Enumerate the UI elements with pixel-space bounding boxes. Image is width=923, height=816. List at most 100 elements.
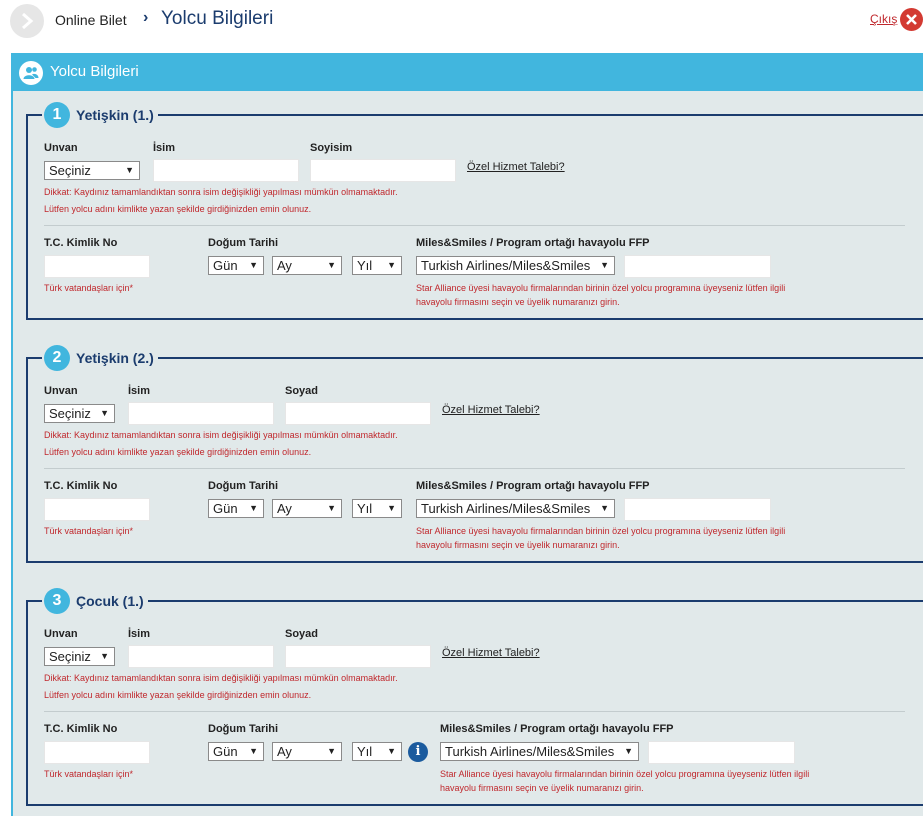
chevron-down-icon: ▼ <box>387 503 396 513</box>
dob-label: Doğum Tarihi <box>208 480 279 492</box>
title-select[interactable]: Seçiniz ▼ <box>44 161 140 180</box>
chevron-right-icon <box>22 12 34 30</box>
chevron-down-icon: ▼ <box>249 503 258 513</box>
chevron-down-icon: ▼ <box>249 746 258 756</box>
tc-input[interactable] <box>44 255 150 278</box>
first-name-input[interactable] <box>153 159 299 182</box>
month-select[interactable]: Ay ▼ <box>272 742 342 761</box>
name-warning-1: Dikkat: Kaydınız tamamlandıktan sonra is… <box>44 187 398 197</box>
title-label: Unvan <box>44 628 78 640</box>
breadcrumb-root[interactable]: Online Bilet <box>55 12 127 28</box>
name-warning-2: Lütfen yolcu adını kimlikte yazan şekild… <box>44 447 312 457</box>
day-select[interactable]: Gün ▼ <box>208 256 264 275</box>
ffp-note-2: havayolu firmasını seçin ve üyelik numar… <box>416 297 620 307</box>
tc-input[interactable] <box>44 498 150 521</box>
last-name-input[interactable] <box>285 645 431 668</box>
tc-note: Türk vatandaşları için* <box>44 769 134 779</box>
title-label: Unvan <box>44 142 78 154</box>
ffp-select[interactable]: Turkish Airlines/Miles&Smiles ▼ <box>440 742 639 761</box>
ffp-label: Miles&Smiles / Program ortağı havayolu F… <box>416 480 650 492</box>
chevron-down-icon: ▼ <box>100 651 109 661</box>
day-select[interactable]: Gün ▼ <box>208 499 264 518</box>
ffp-select-value: Turkish Airlines/Miles&Smiles <box>421 258 591 273</box>
name-warning-1: Dikkat: Kaydınız tamamlandıktan sonra is… <box>44 673 398 683</box>
ffp-note-1: Star Alliance üyesi havayolu firmalarınd… <box>416 526 786 536</box>
page-title: Yolcu Bilgileri <box>161 8 274 29</box>
passenger-section-1: 1 Yetişkin (1.) Unvan İsim Soyisim Seçin… <box>26 102 923 320</box>
chevron-down-icon: ▼ <box>327 503 336 513</box>
day-select-value: Gün <box>213 501 238 516</box>
ffp-number-input[interactable] <box>624 255 771 278</box>
ffp-note-1: Star Alliance üyesi havayolu firmalarınd… <box>440 769 810 779</box>
chevron-down-icon: ▼ <box>100 408 109 418</box>
special-service-link[interactable]: Özel Hizmet Talebi? <box>467 161 565 173</box>
users-icon <box>19 61 43 85</box>
chevron-down-icon: ▼ <box>600 503 609 513</box>
back-button[interactable] <box>10 4 44 38</box>
ffp-select[interactable]: Turkish Airlines/Miles&Smiles ▼ <box>416 499 615 518</box>
title-select-value: Seçiniz <box>49 163 91 178</box>
last-name-label: Soyad <box>285 628 319 640</box>
first-name-input[interactable] <box>128 402 274 425</box>
exit-button[interactable] <box>900 8 923 31</box>
first-name-label: İsim <box>153 142 176 154</box>
ffp-select-value: Turkish Airlines/Miles&Smiles <box>421 501 591 516</box>
chevron-down-icon: ▼ <box>600 260 609 270</box>
passenger-legend: 2 Yetişkin (2.) <box>42 345 158 371</box>
passenger-section-3: 3 Çocuk (1.) Unvan İsim Soyad Seçiniz ▼ Ö… <box>26 588 923 806</box>
ffp-note-2: havayolu firmasını seçin ve üyelik numar… <box>416 540 620 550</box>
month-select[interactable]: Ay ▼ <box>272 256 342 275</box>
passenger-type-title: Yetişkin (1.) <box>76 107 154 123</box>
panel-header: Yolcu Bilgileri <box>11 53 923 91</box>
passenger-legend: 1 Yetişkin (1.) <box>42 102 158 128</box>
tc-input[interactable] <box>44 741 150 764</box>
title-select-value: Seçiniz <box>49 649 91 664</box>
first-name-input[interactable] <box>128 645 274 668</box>
passenger-section-2: 2 Yetişkin (2.) Unvan İsim Soyad Seçiniz… <box>26 345 923 563</box>
first-name-label: İsim <box>128 385 151 397</box>
last-name-label: Soyisim <box>310 142 353 154</box>
title-label: Unvan <box>44 385 78 397</box>
panel-title: Yolcu Bilgileri <box>50 63 139 80</box>
exit-link[interactable]: Çıkış <box>870 12 898 26</box>
month-select-value: Ay <box>277 258 292 273</box>
ffp-number-input[interactable] <box>624 498 771 521</box>
ffp-note-2: havayolu firmasını seçin ve üyelik numar… <box>440 783 644 793</box>
passenger-type-title: Çocuk (1.) <box>76 593 144 609</box>
passenger-number-badge: 1 <box>44 102 70 128</box>
chevron-down-icon: ▼ <box>327 746 336 756</box>
month-select-value: Ay <box>277 501 292 516</box>
year-select-value: Yıl <box>357 258 373 273</box>
last-name-input[interactable] <box>310 159 456 182</box>
special-service-link[interactable]: Özel Hizmet Talebi? <box>442 404 540 416</box>
month-select[interactable]: Ay ▼ <box>272 499 342 518</box>
name-warning-1: Dikkat: Kaydınız tamamlandıktan sonra is… <box>44 430 398 440</box>
special-service-link[interactable]: Özel Hizmet Talebi? <box>442 647 540 659</box>
divider <box>44 711 905 712</box>
ffp-select[interactable]: Turkish Airlines/Miles&Smiles ▼ <box>416 256 615 275</box>
day-select[interactable]: Gün ▼ <box>208 742 264 761</box>
ffp-select-value: Turkish Airlines/Miles&Smiles <box>445 744 615 759</box>
month-select-value: Ay <box>277 744 292 759</box>
title-select[interactable]: Seçiniz ▼ <box>44 404 115 423</box>
title-select-value: Seçiniz <box>49 406 91 421</box>
dob-label: Doğum Tarihi <box>208 237 279 249</box>
ffp-label: Miles&Smiles / Program ortağı havayolu F… <box>440 723 674 735</box>
close-icon <box>906 14 917 25</box>
info-icon[interactable]: i <box>408 742 428 762</box>
ffp-number-input[interactable] <box>648 741 795 764</box>
chevron-down-icon: ▼ <box>249 260 258 270</box>
year-select-value: Yıl <box>357 501 373 516</box>
tc-label: T.C. Kimlik No <box>44 723 118 735</box>
title-select[interactable]: Seçiniz ▼ <box>44 647 115 666</box>
year-select[interactable]: Yıl ▼ <box>352 256 402 275</box>
chevron-down-icon: ▼ <box>387 260 396 270</box>
day-select-value: Gün <box>213 744 238 759</box>
chevron-down-icon: ▼ <box>125 165 134 175</box>
year-select-value: Yıl <box>357 744 373 759</box>
day-select-value: Gün <box>213 258 238 273</box>
year-select[interactable]: Yıl ▼ <box>352 742 402 761</box>
chevron-down-icon: ▼ <box>387 746 396 756</box>
year-select[interactable]: Yıl ▼ <box>352 499 402 518</box>
last-name-input[interactable] <box>285 402 431 425</box>
